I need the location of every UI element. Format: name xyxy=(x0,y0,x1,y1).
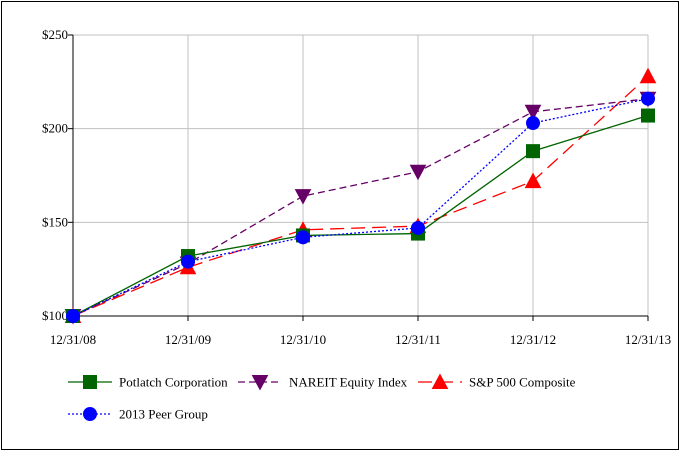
series-line xyxy=(72,98,649,317)
legend-label: NAREIT Equity Index xyxy=(289,375,408,390)
series-s-p-500-composite xyxy=(64,67,657,323)
data-point xyxy=(639,67,657,84)
data-point xyxy=(66,309,80,323)
data-point xyxy=(409,164,427,181)
data-point xyxy=(524,104,542,121)
series-group xyxy=(64,67,657,325)
series-potlatch-corporation xyxy=(66,108,655,323)
data-point xyxy=(524,172,542,189)
data-point xyxy=(294,189,312,205)
series-2013-peer-group xyxy=(66,91,655,323)
x-tick-labels: 12/31/08 12/31/09 12/31/10 12/31/11 12/31/12… xyxy=(50,332,671,347)
data-point xyxy=(296,230,310,245)
data-point xyxy=(641,108,655,123)
x-tick-label: 12/31/09 xyxy=(165,332,211,347)
legend-marker xyxy=(83,375,97,389)
y-tick-label: $100 xyxy=(42,308,68,323)
legend-item: S&P 500 Composite xyxy=(418,373,576,390)
legend-marker xyxy=(83,407,97,421)
legend-label: Potlatch Corporation xyxy=(119,375,228,390)
legend-label: 2013 Peer Group xyxy=(119,407,208,422)
data-point xyxy=(526,116,540,131)
series-line xyxy=(72,98,649,317)
grid-lines xyxy=(73,34,649,317)
data-point xyxy=(411,220,425,235)
series-nareit-equity-index xyxy=(64,91,657,325)
legend: Potlatch Corporation NAREIT Equity Index S… xyxy=(68,373,576,422)
y-tick-label: $200 xyxy=(42,121,68,136)
x-tick-label: 12/31/10 xyxy=(280,332,326,347)
legend-label: S&P 500 Composite xyxy=(469,375,576,390)
y-tick-label: $250 xyxy=(42,27,68,42)
data-point xyxy=(641,91,655,106)
y-tick-label: $150 xyxy=(42,214,68,229)
legend-item: NAREIT Equity Index xyxy=(238,375,408,391)
series-line xyxy=(72,75,649,317)
x-tick-label: 12/31/11 xyxy=(395,332,441,347)
y-tick-labels: $100 $150 $200 $250 xyxy=(42,27,68,323)
legend-marker xyxy=(431,373,449,389)
legend-item: 2013 Peer Group xyxy=(68,407,208,422)
data-point xyxy=(526,144,540,159)
x-tick-label: 12/31/12 xyxy=(510,332,556,347)
data-point xyxy=(181,254,195,269)
legend-marker xyxy=(251,375,269,391)
x-tick-label: 12/31/13 xyxy=(625,332,671,347)
series-line xyxy=(72,114,649,317)
legend-item: Potlatch Corporation xyxy=(68,375,228,390)
x-tick-label: 12/31/08 xyxy=(50,332,96,347)
